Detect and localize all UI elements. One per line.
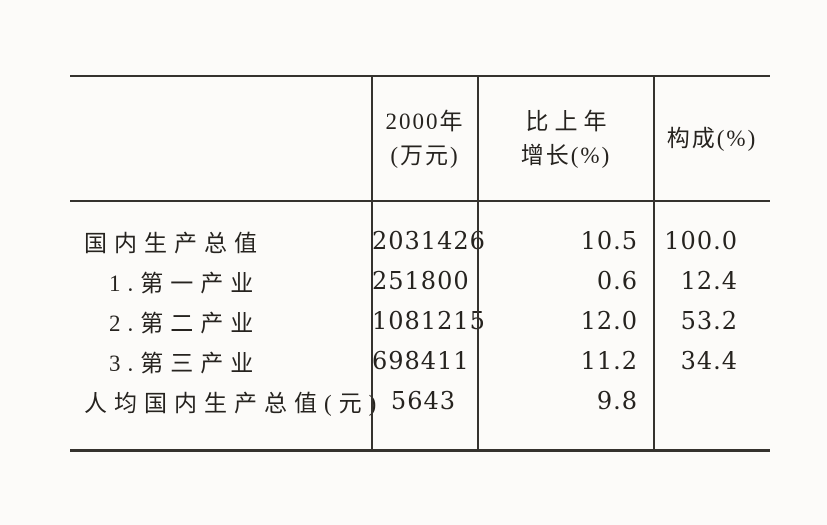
row-label: 1.第一产业 <box>109 271 261 296</box>
gdp-statistics-table: 2000年 (万元) 比上年 增长(%) 构成(%) 国内生产总值 203142… <box>70 75 770 452</box>
growth-value: 11.2 <box>580 347 638 375</box>
header-composition-column: 构成(%) <box>654 77 770 200</box>
table-body: 国内生产总值 2031426 10.5 100.0 1.第一产业 251800 … <box>70 202 770 421</box>
growth-value: 0.6 <box>596 267 638 295</box>
table-row-secondary-industry: 2.第二产业 1081215 12.0 53.2 <box>70 301 770 341</box>
composition-value: 53.2 <box>680 307 738 335</box>
value-2000: 1081215 <box>372 307 486 335</box>
value-2000: 251800 <box>372 267 470 295</box>
table-row-tertiary-industry: 3.第三产业 698411 11.2 34.4 <box>70 341 770 381</box>
header-growth-line2: 增长(%) <box>520 142 612 168</box>
header-growth-line1: 比上年 <box>525 108 613 134</box>
header-year-column: 2000年 (万元) <box>372 77 478 200</box>
row-label: 人均国内生产总值(元) <box>84 391 384 416</box>
column-divider-3 <box>653 77 655 449</box>
growth-value: 12.0 <box>580 307 638 335</box>
value-2000: 2031426 <box>372 227 486 255</box>
value-2000: 698411 <box>372 347 470 375</box>
table-row-gdp-total: 国内生产总值 2031426 10.5 100.0 <box>70 221 770 261</box>
header-year-line1: 2000年 <box>385 108 465 134</box>
row-label: 3.第三产业 <box>109 351 261 376</box>
growth-value: 9.8 <box>596 387 638 415</box>
row-label: 2.第二产业 <box>109 311 261 336</box>
composition-value: 100.0 <box>664 227 738 255</box>
header-growth-column: 比上年 增长(%) <box>478 77 654 200</box>
value-2000: 5643 <box>390 387 456 415</box>
header-composition-label: 构成(%) <box>666 125 758 151</box>
composition-value: 12.4 <box>680 267 738 295</box>
row-label: 国内生产总值 <box>84 231 264 256</box>
composition-value: 34.4 <box>680 347 738 375</box>
header-indicator-column <box>70 77 372 200</box>
header-year-line2: (万元) <box>390 142 460 168</box>
column-divider-2 <box>477 77 479 449</box>
table-row-gdp-per-capita: 人均国内生产总值(元) 5643 9.8 <box>70 381 770 421</box>
table-header-row: 2000年 (万元) 比上年 增长(%) 构成(%) <box>70 77 770 202</box>
growth-value: 10.5 <box>580 227 638 255</box>
column-divider-1 <box>371 77 373 449</box>
table-row-primary-industry: 1.第一产业 251800 0.6 12.4 <box>70 261 770 301</box>
